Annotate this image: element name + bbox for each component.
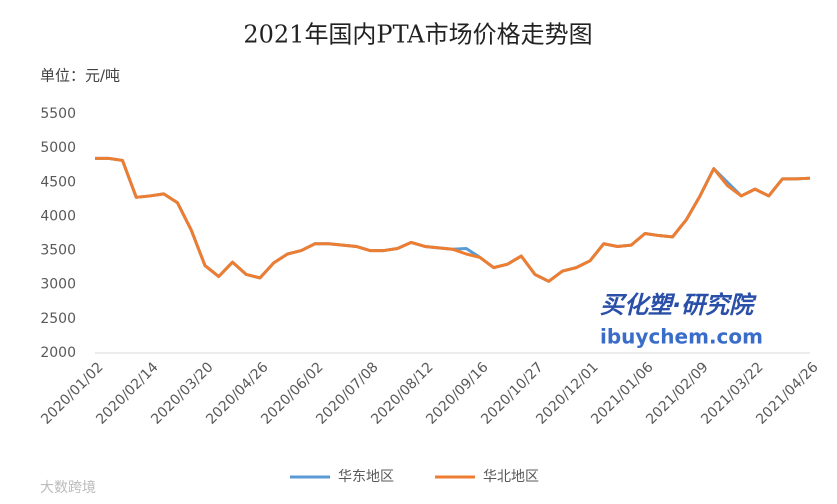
y-axis-label: 单位：元/吨 (40, 67, 120, 85)
y-tick-label: 3500 (40, 243, 76, 259)
y-tick-label: 2500 (40, 311, 76, 327)
y-tick-label: 5000 (40, 140, 76, 156)
watermark: ibuychem.com (600, 325, 763, 349)
y-tick-label: 4500 (40, 174, 76, 190)
watermark: 大数跨境 (40, 480, 96, 496)
legend-label: 华北地区 (483, 469, 539, 485)
y-tick-label: 5500 (40, 106, 76, 122)
line-series (95, 156, 811, 283)
line-series (95, 156, 811, 283)
chart-title: 2021年国内PTA市场价格走势图 (243, 21, 592, 49)
watermark: 买化塑·研究院 (600, 291, 757, 319)
legend-label: 华东地区 (338, 469, 394, 485)
y-tick-label: 4000 (40, 208, 76, 224)
y-tick-label: 2000 (40, 345, 76, 361)
y-tick-label: 3000 (40, 277, 76, 293)
